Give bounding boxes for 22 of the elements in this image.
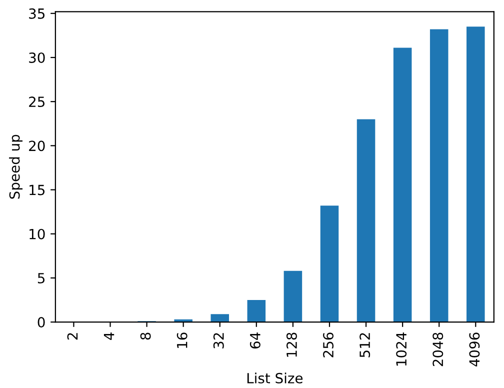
y-tick-label: 5 — [38, 273, 45, 284]
x-tick-label: 2048 — [432, 332, 444, 366]
x-tick-label: 16 — [176, 332, 188, 348]
y-tick-label: 25 — [29, 96, 45, 108]
x-tick-label: 8 — [140, 332, 151, 340]
x-tick-label: 128 — [286, 332, 297, 357]
y-axis-title: Speed up — [9, 134, 22, 199]
y-tick-label: 20 — [29, 140, 45, 152]
y-tick-label: 10 — [30, 228, 45, 240]
x-tick-label: 64 — [250, 332, 260, 348]
x-tick-label: 512 — [360, 333, 370, 358]
x-tick-label: 256 — [323, 332, 334, 358]
y-tick-label: 30 — [29, 52, 45, 63]
x-axis-title: List Size — [247, 372, 303, 384]
x-tick-label: 2 — [67, 333, 78, 340]
x-tick-label: 1024 — [396, 332, 407, 366]
y-tick-label: 15 — [30, 184, 45, 196]
y-tick-label: 0 — [38, 317, 45, 328]
x-tick-label: 4 — [104, 332, 114, 340]
x-tick-label: 32 — [213, 333, 224, 348]
y-tick-label: 35 — [29, 8, 45, 19]
x-tick-label: 4096 — [469, 332, 480, 366]
